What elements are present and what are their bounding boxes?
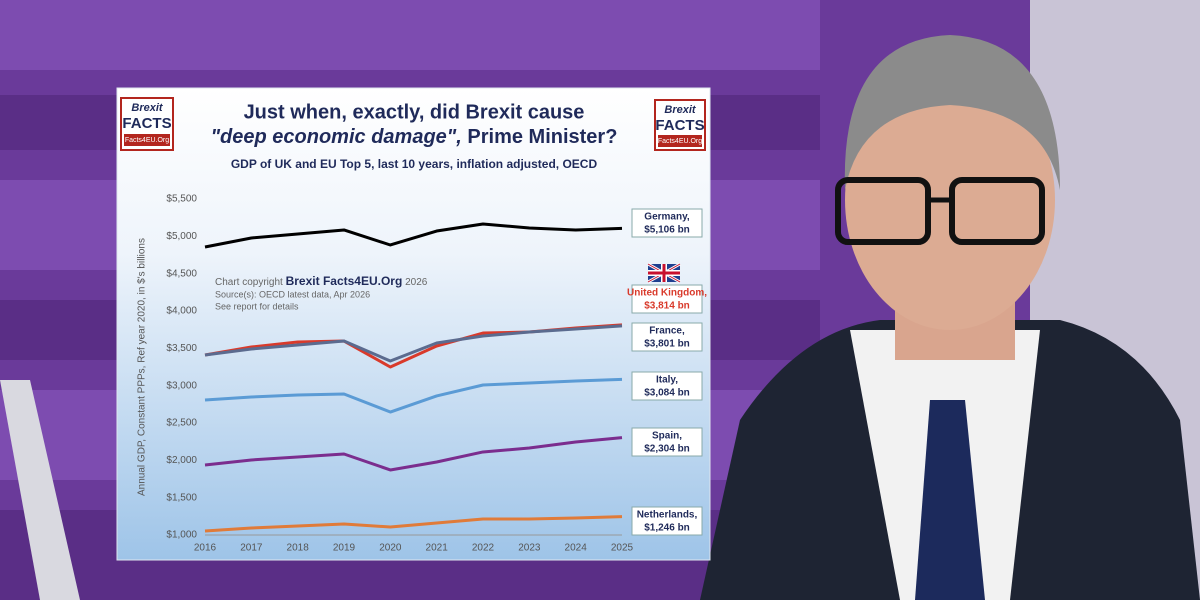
series-line xyxy=(204,377,623,414)
data-label: $5,106 bn xyxy=(644,225,690,236)
title-emphasis: "deep economic damage", xyxy=(211,126,462,148)
x-tick-label: 2019 xyxy=(333,543,356,554)
annotation-source: Source(s): OECD latest data, Apr 2026 xyxy=(215,289,370,299)
series-label: France, $3,801 bn xyxy=(631,322,703,352)
series-line xyxy=(204,222,623,249)
legend-entry: Netherlands, xyxy=(637,510,698,521)
y-tick-label: $5,000 xyxy=(166,231,197,242)
y-tick-label: $3,000 xyxy=(166,380,197,391)
series-label-box xyxy=(631,506,703,536)
annotation-note: See report for details xyxy=(215,301,299,311)
series-label-box xyxy=(631,284,703,314)
series-line xyxy=(204,515,623,533)
x-tick-label: 2016 xyxy=(194,543,217,554)
legend-entry: Germany, xyxy=(644,212,690,223)
series-line xyxy=(204,324,623,363)
legend-entry: Spain, xyxy=(652,431,682,442)
annotation-brand: Brexit Facts4EU.Org xyxy=(286,274,403,288)
series-label-box xyxy=(631,427,703,457)
y-tick-label: $1,500 xyxy=(166,492,197,503)
chart-title: Just when, exactly, did Brexit cause xyxy=(244,101,585,123)
x-tick-label: 2022 xyxy=(472,543,495,554)
data-label: $3,801 bn xyxy=(644,339,690,350)
x-tick-label: 2024 xyxy=(565,543,588,554)
logo-text: Brexit xyxy=(664,104,697,116)
logo-band xyxy=(124,134,170,146)
series-label: Italy, $3,084 bn xyxy=(631,371,703,401)
series-label-box xyxy=(631,208,703,238)
series-label: Germany, $5,106 bn xyxy=(631,208,703,238)
annotation-year: 2026 xyxy=(405,277,428,288)
x-tick-label: 2021 xyxy=(426,543,449,554)
series-label-box xyxy=(631,322,703,352)
logo-band xyxy=(658,135,702,147)
title-rest: Prime Minister? xyxy=(467,126,617,148)
y-tick-label: $3,500 xyxy=(166,343,197,354)
logo-text: Brexit xyxy=(131,102,164,114)
legend-entry: Italy, xyxy=(656,375,678,386)
data-label: $2,304 bn xyxy=(644,444,690,455)
x-tick-label: 2018 xyxy=(287,543,310,554)
annotation-prefix: Chart copyright xyxy=(215,277,283,288)
y-tick-label: $5,500 xyxy=(166,194,197,205)
y-tick-label: $2,000 xyxy=(166,455,197,466)
data-label: $1,246 bn xyxy=(644,523,690,534)
logo-left: Brexit FACTS Facts4EU.Org xyxy=(120,97,174,151)
x-tick-label: 2020 xyxy=(379,543,402,554)
chart-title: "deep economic damage", Prime Minister? xyxy=(211,126,618,148)
y-tick-label: $4,500 xyxy=(166,268,197,279)
logo-text: Facts4EU.Org xyxy=(658,138,702,145)
chart-panel xyxy=(116,87,711,561)
series-line xyxy=(204,436,623,472)
y-axis-label: Annual GDP, Constant PPPs, Ref year 2020… xyxy=(137,238,148,496)
person xyxy=(700,35,1200,600)
handrail xyxy=(0,380,80,600)
annotation: Chart copyright Brexit Facts4EU.Org 2026 xyxy=(215,274,428,288)
x-tick-label: 2023 xyxy=(518,543,541,554)
logo-right: Brexit FACTS Facts4EU.Org xyxy=(654,99,706,151)
x-tick-label: 2025 xyxy=(611,543,634,554)
logo-text: FACTS xyxy=(655,117,704,134)
chart-subtitle: GDP of UK and EU Top 5, last 10 years, i… xyxy=(231,157,598,171)
series-label-box xyxy=(631,371,703,401)
legend-entry: France, xyxy=(649,326,685,337)
series-label: Netherlands, $1,246 bn xyxy=(631,506,703,536)
series-label: United Kingdom, $3,814 bn xyxy=(627,284,707,314)
legend-entry: United Kingdom, xyxy=(627,288,707,299)
y-tick-label: $4,000 xyxy=(166,306,197,317)
data-label: $3,814 bn xyxy=(644,301,690,312)
data-label: $3,084 bn xyxy=(644,388,690,399)
logo-text: Facts4EU.Org xyxy=(125,137,169,144)
series-label: Spain, $2,304 bn xyxy=(631,427,703,457)
y-tick-label: $1,000 xyxy=(166,530,197,541)
uk-flag xyxy=(647,262,681,284)
y-tick-label: $2,500 xyxy=(166,418,197,429)
logo-text: FACTS xyxy=(122,115,171,132)
x-tick-label: 2017 xyxy=(240,543,263,554)
